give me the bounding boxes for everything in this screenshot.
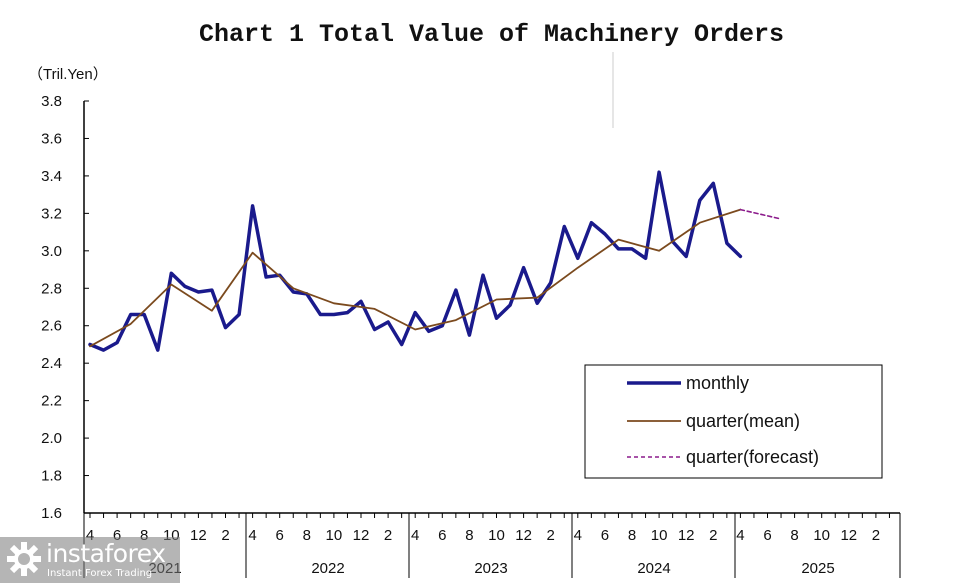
x-tick-label: 8 [628, 527, 636, 544]
x-tick-label: 12 [353, 527, 370, 544]
y-tick-label: 2.6 [41, 318, 62, 335]
x-year-label: 2024 [637, 560, 670, 577]
y-tick-label: 1.6 [41, 505, 62, 522]
x-axis-ticks: 4 6 8 10 12 2 4 6 8 10 12 2 4 6 8 10 12 2 4 6 8 10 12 2 4 6 8 10 12 2… [86, 513, 890, 577]
x-tick-label: 4 [736, 527, 744, 544]
y-tick-label: 3.2 [41, 205, 62, 222]
series-layer [88, 170, 782, 352]
y-tick-label: 1.8 [41, 468, 62, 485]
y-axis-ticks: 1.6 1.8 2.0 2.2 2.4 2.6 2.8 3.0 3.2 3.4 3.6 3.8 [41, 93, 89, 522]
x-tick-label: 10 [651, 527, 668, 544]
y-tick-label: 3.8 [41, 93, 62, 110]
x-tick-label: 4 [411, 527, 419, 544]
y-tick-label: 2.4 [41, 355, 62, 372]
series-line-monthly [88, 170, 743, 352]
x-tick-label: 8 [303, 527, 311, 544]
x-tick-label: 6 [113, 527, 121, 544]
y-tick-label: 2.8 [41, 280, 62, 297]
x-tick-label: 6 [438, 527, 446, 544]
series-line-quarter-forecast- [739, 208, 782, 220]
instaforex-logo-icon [7, 542, 41, 576]
x-tick-label: 10 [326, 527, 343, 544]
x-tick-label: 2 [709, 527, 717, 544]
x-tick-label: 12 [515, 527, 532, 544]
legend-label: quarter(mean) [686, 411, 800, 431]
y-tick-label: 3.0 [41, 243, 62, 260]
x-tick-label: 12 [678, 527, 695, 544]
legend-label: monthly [686, 373, 749, 393]
x-year-label: 2022 [311, 560, 344, 577]
x-tick-label: 10 [488, 527, 505, 544]
x-tick-label: 6 [601, 527, 609, 544]
watermark: instaforex Instant Forex Trading [0, 537, 180, 583]
x-tick-label: 12 [190, 527, 207, 544]
x-tick-label: 8 [140, 527, 148, 544]
x-tick-label: 4 [248, 527, 256, 544]
x-tick-label: 6 [276, 527, 284, 544]
x-tick-label: 2 [872, 527, 880, 544]
chart-title: Chart 1 Total Value of Machinery Orders [198, 20, 785, 49]
series-line-quarter-mean- [89, 208, 742, 348]
watermark-brand: instaforex [46, 539, 166, 568]
x-tick-label: 10 [813, 527, 830, 544]
x-tick-label: 2 [384, 527, 392, 544]
x-tick-label: 2 [221, 527, 229, 544]
x-tick-label: 4 [86, 527, 94, 544]
y-tick-label: 2.0 [41, 430, 62, 447]
x-tick-label: 8 [790, 527, 798, 544]
watermark-tagline: Instant Forex Trading [47, 568, 153, 579]
y-tick-label: 3.4 [41, 168, 62, 185]
x-tick-label: 6 [763, 527, 771, 544]
x-tick-label: 2 [547, 527, 555, 544]
x-tick-label: 4 [574, 527, 582, 544]
y-tick-label: 2.2 [41, 393, 62, 410]
legend: monthly quarter(mean) quarter(forecast) [584, 364, 883, 479]
y-axis-unit-label: （Tril.Yen） [28, 66, 108, 83]
y-tick-label: 3.6 [41, 130, 62, 147]
x-tick-label: 12 [840, 527, 857, 544]
x-year-label: 2025 [801, 560, 834, 577]
x-year-label: 2023 [474, 560, 507, 577]
axes [83, 52, 901, 578]
legend-label: quarter(forecast) [686, 447, 819, 467]
x-tick-label: 8 [465, 527, 473, 544]
